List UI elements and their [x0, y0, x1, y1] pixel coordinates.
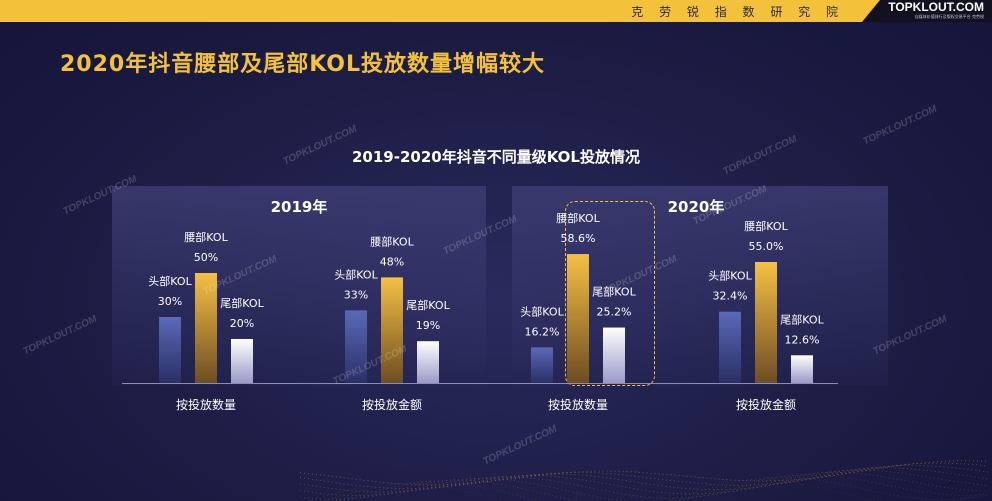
panel-year-2020: 2020年: [667, 198, 725, 216]
series-label-tail-1-0: 尾部KOL: [592, 285, 636, 299]
decorative-wave: [299, 460, 989, 501]
value-label-waist-1-0: 58.6%: [561, 232, 596, 245]
wave-line: [299, 467, 989, 496]
bar-tail-0-0: [231, 339, 253, 383]
category-label-0-0: 按投放数量: [176, 397, 236, 412]
wave-line: [330, 472, 989, 501]
value-label-waist-0-0: 50%: [194, 251, 218, 264]
bar-waist-1-1: [755, 262, 777, 383]
value-label-tail-0-0: 20%: [230, 317, 254, 330]
series-label-tail-0-1: 尾部KOL: [406, 298, 450, 312]
highlight-frame: [565, 201, 655, 386]
chart-title: 2019-2020年抖音不同量级KOL投放情况: [352, 148, 640, 166]
bar-tail-1-0: [603, 327, 625, 383]
bar-head-0-1: [345, 310, 367, 383]
value-label-head-0-0: 30%: [158, 295, 182, 308]
series-label-waist-0-1: 腰部KOL: [370, 234, 414, 248]
bar-tail-1-1: [791, 355, 813, 383]
category-label-1-1: 按投放金额: [736, 397, 796, 412]
category-label-1-0: 按投放数量: [548, 397, 608, 412]
value-label-tail-1-0: 25.2%: [597, 306, 632, 319]
value-label-waist-1-1: 55.0%: [749, 240, 784, 253]
value-label-waist-0-1: 48%: [380, 255, 404, 268]
logo-plate: [862, 0, 992, 22]
value-label-head-0-1: 33%: [344, 288, 368, 301]
bar-waist-0-1: [381, 277, 403, 383]
series-label-waist-1-1: 腰部KOL: [744, 219, 788, 233]
wave-line: [329, 474, 989, 501]
bar-waist-1-0: [567, 254, 589, 383]
series-label-waist-1-0: 腰部KOL: [556, 211, 600, 225]
logo-text: TOPKLOUT.COM: [888, 0, 984, 14]
top-banner: [0, 0, 992, 22]
series-label-head-0-0: 头部KOL: [148, 274, 192, 288]
bar-head-1-0: [531, 347, 553, 383]
logo-subtext: 自媒体价值排行及版权交易平台 克劳锐: [914, 14, 984, 19]
series-label-tail-0-0: 尾部KOL: [220, 296, 264, 310]
panel-year-2019: 2019年: [270, 198, 328, 216]
series-label-head-0-1: 头部KOL: [334, 267, 378, 281]
bar-waist-0-0: [195, 273, 217, 383]
value-label-tail-0-1: 19%: [416, 319, 440, 332]
wave-line: [299, 462, 989, 489]
series-label-tail-1-1: 尾部KOL: [780, 312, 824, 326]
bar-head-0-0: [159, 317, 181, 383]
category-label-0-1: 按投放金额: [362, 397, 422, 412]
series-label-head-1-1: 头部KOL: [708, 269, 752, 283]
wave-line: [299, 460, 989, 486]
brand-logo: TOPKLOUT.COM 自媒体价值排行及版权交易平台 克劳锐: [876, 1, 984, 20]
wave-line: [299, 469, 989, 500]
series-label-waist-0-0: 腰部KOL: [184, 230, 228, 244]
bar-tail-0-1: [417, 341, 439, 383]
institute-name: 克 劳 锐 指 数 研 究 院: [631, 5, 844, 19]
value-label-head-1-0: 16.2%: [525, 325, 560, 338]
wave-line: [305, 479, 989, 501]
wave-line: [319, 476, 989, 501]
bar-head-1-1: [719, 311, 741, 383]
value-label-head-1-1: 32.4%: [713, 290, 748, 303]
series-label-head-1-0: 头部KOL: [520, 304, 564, 318]
page-title: 2020年抖音腰部及尾部KOL投放数量增幅较大: [60, 52, 546, 77]
value-label-tail-1-1: 12.6%: [785, 333, 820, 346]
